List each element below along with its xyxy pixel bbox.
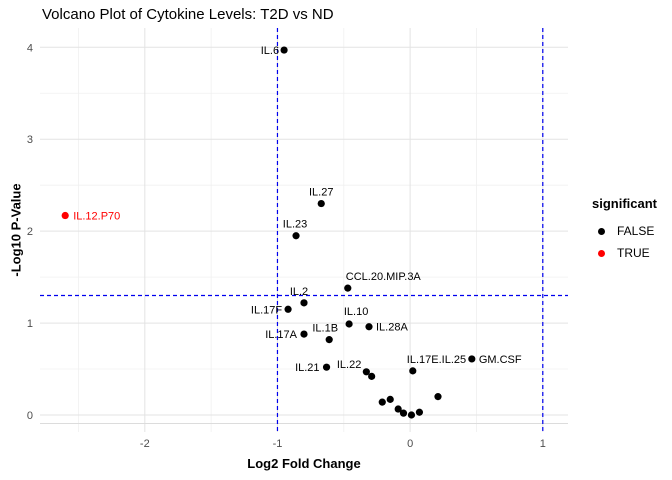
data-point-il-10	[345, 320, 353, 328]
point-label: IL.27	[309, 187, 333, 199]
data-point	[368, 372, 376, 380]
data-point-il-28a	[365, 323, 373, 331]
data-point-gm-csf	[468, 355, 476, 363]
x-axis-title: Log2 Fold Change	[247, 456, 361, 471]
y-tick-label: 0	[27, 410, 33, 422]
data-point-il-17a	[300, 330, 308, 338]
y-tick-label: 4	[27, 42, 33, 54]
point-label: IL.10	[344, 306, 368, 318]
data-point-il-1b	[325, 336, 333, 344]
x-tick-label: 1	[540, 438, 546, 450]
data-point-il-23	[292, 232, 300, 240]
legend-dot-false-icon	[598, 227, 605, 235]
y-tick-label: 2	[27, 226, 33, 238]
point-label: IL.28A	[376, 322, 408, 334]
point-label: CCL.20.MIP.3A	[346, 271, 422, 283]
point-label: IL.17F	[251, 304, 282, 316]
point-label: IL.1B	[312, 323, 338, 335]
point-label: GM.CSF	[479, 354, 522, 366]
legend-label-false: FALSE	[617, 224, 655, 238]
legend-item-true: TRUE	[590, 242, 657, 264]
data-point	[415, 408, 424, 416]
data-point-il-27	[317, 199, 325, 208]
legend-title: significant	[592, 196, 658, 211]
data-point	[434, 393, 442, 401]
x-tick-label: -2	[140, 438, 150, 450]
data-point	[394, 405, 402, 413]
point-label: IL.12.P70	[73, 211, 120, 223]
data-point-il-17e-il-25	[409, 367, 417, 375]
data-point-ccl-20-mip-3a	[344, 284, 352, 292]
legend-label-true: TRUE	[617, 246, 650, 260]
data-point	[399, 409, 408, 417]
y-tick-label: 3	[27, 134, 33, 146]
data-point-il-22	[362, 368, 370, 376]
data-point	[407, 411, 416, 419]
point-label: IL.6	[261, 45, 279, 57]
data-point	[386, 395, 394, 403]
point-label: IL.23	[283, 219, 307, 231]
point-label: IL.22	[337, 359, 361, 371]
legend-dot-true-icon	[598, 249, 605, 257]
legend-item-false: FALSE	[590, 220, 657, 242]
point-label: IL.21	[295, 362, 319, 374]
y-tick-label: 1	[27, 318, 33, 330]
point-label: IL.17A	[265, 329, 297, 341]
data-point-il-6	[280, 46, 288, 54]
data-point	[378, 398, 386, 406]
y-axis-title: -Log10 P-Value	[8, 183, 24, 277]
plot-title: Volcano Plot of Cytokine Levels: T2D vs …	[42, 6, 334, 23]
data-point-il-21	[322, 363, 331, 371]
point-label: IL.2	[290, 286, 308, 298]
x-tick-label: -1	[273, 438, 283, 450]
legend: significant FALSE TRUE	[590, 196, 657, 264]
data-point-il-17f	[284, 305, 292, 313]
x-tick-label: 0	[407, 438, 413, 450]
point-label: IL.17E.IL.25	[407, 354, 466, 366]
data-point-il-12-p70	[61, 211, 69, 220]
data-point-il-2	[300, 299, 308, 307]
